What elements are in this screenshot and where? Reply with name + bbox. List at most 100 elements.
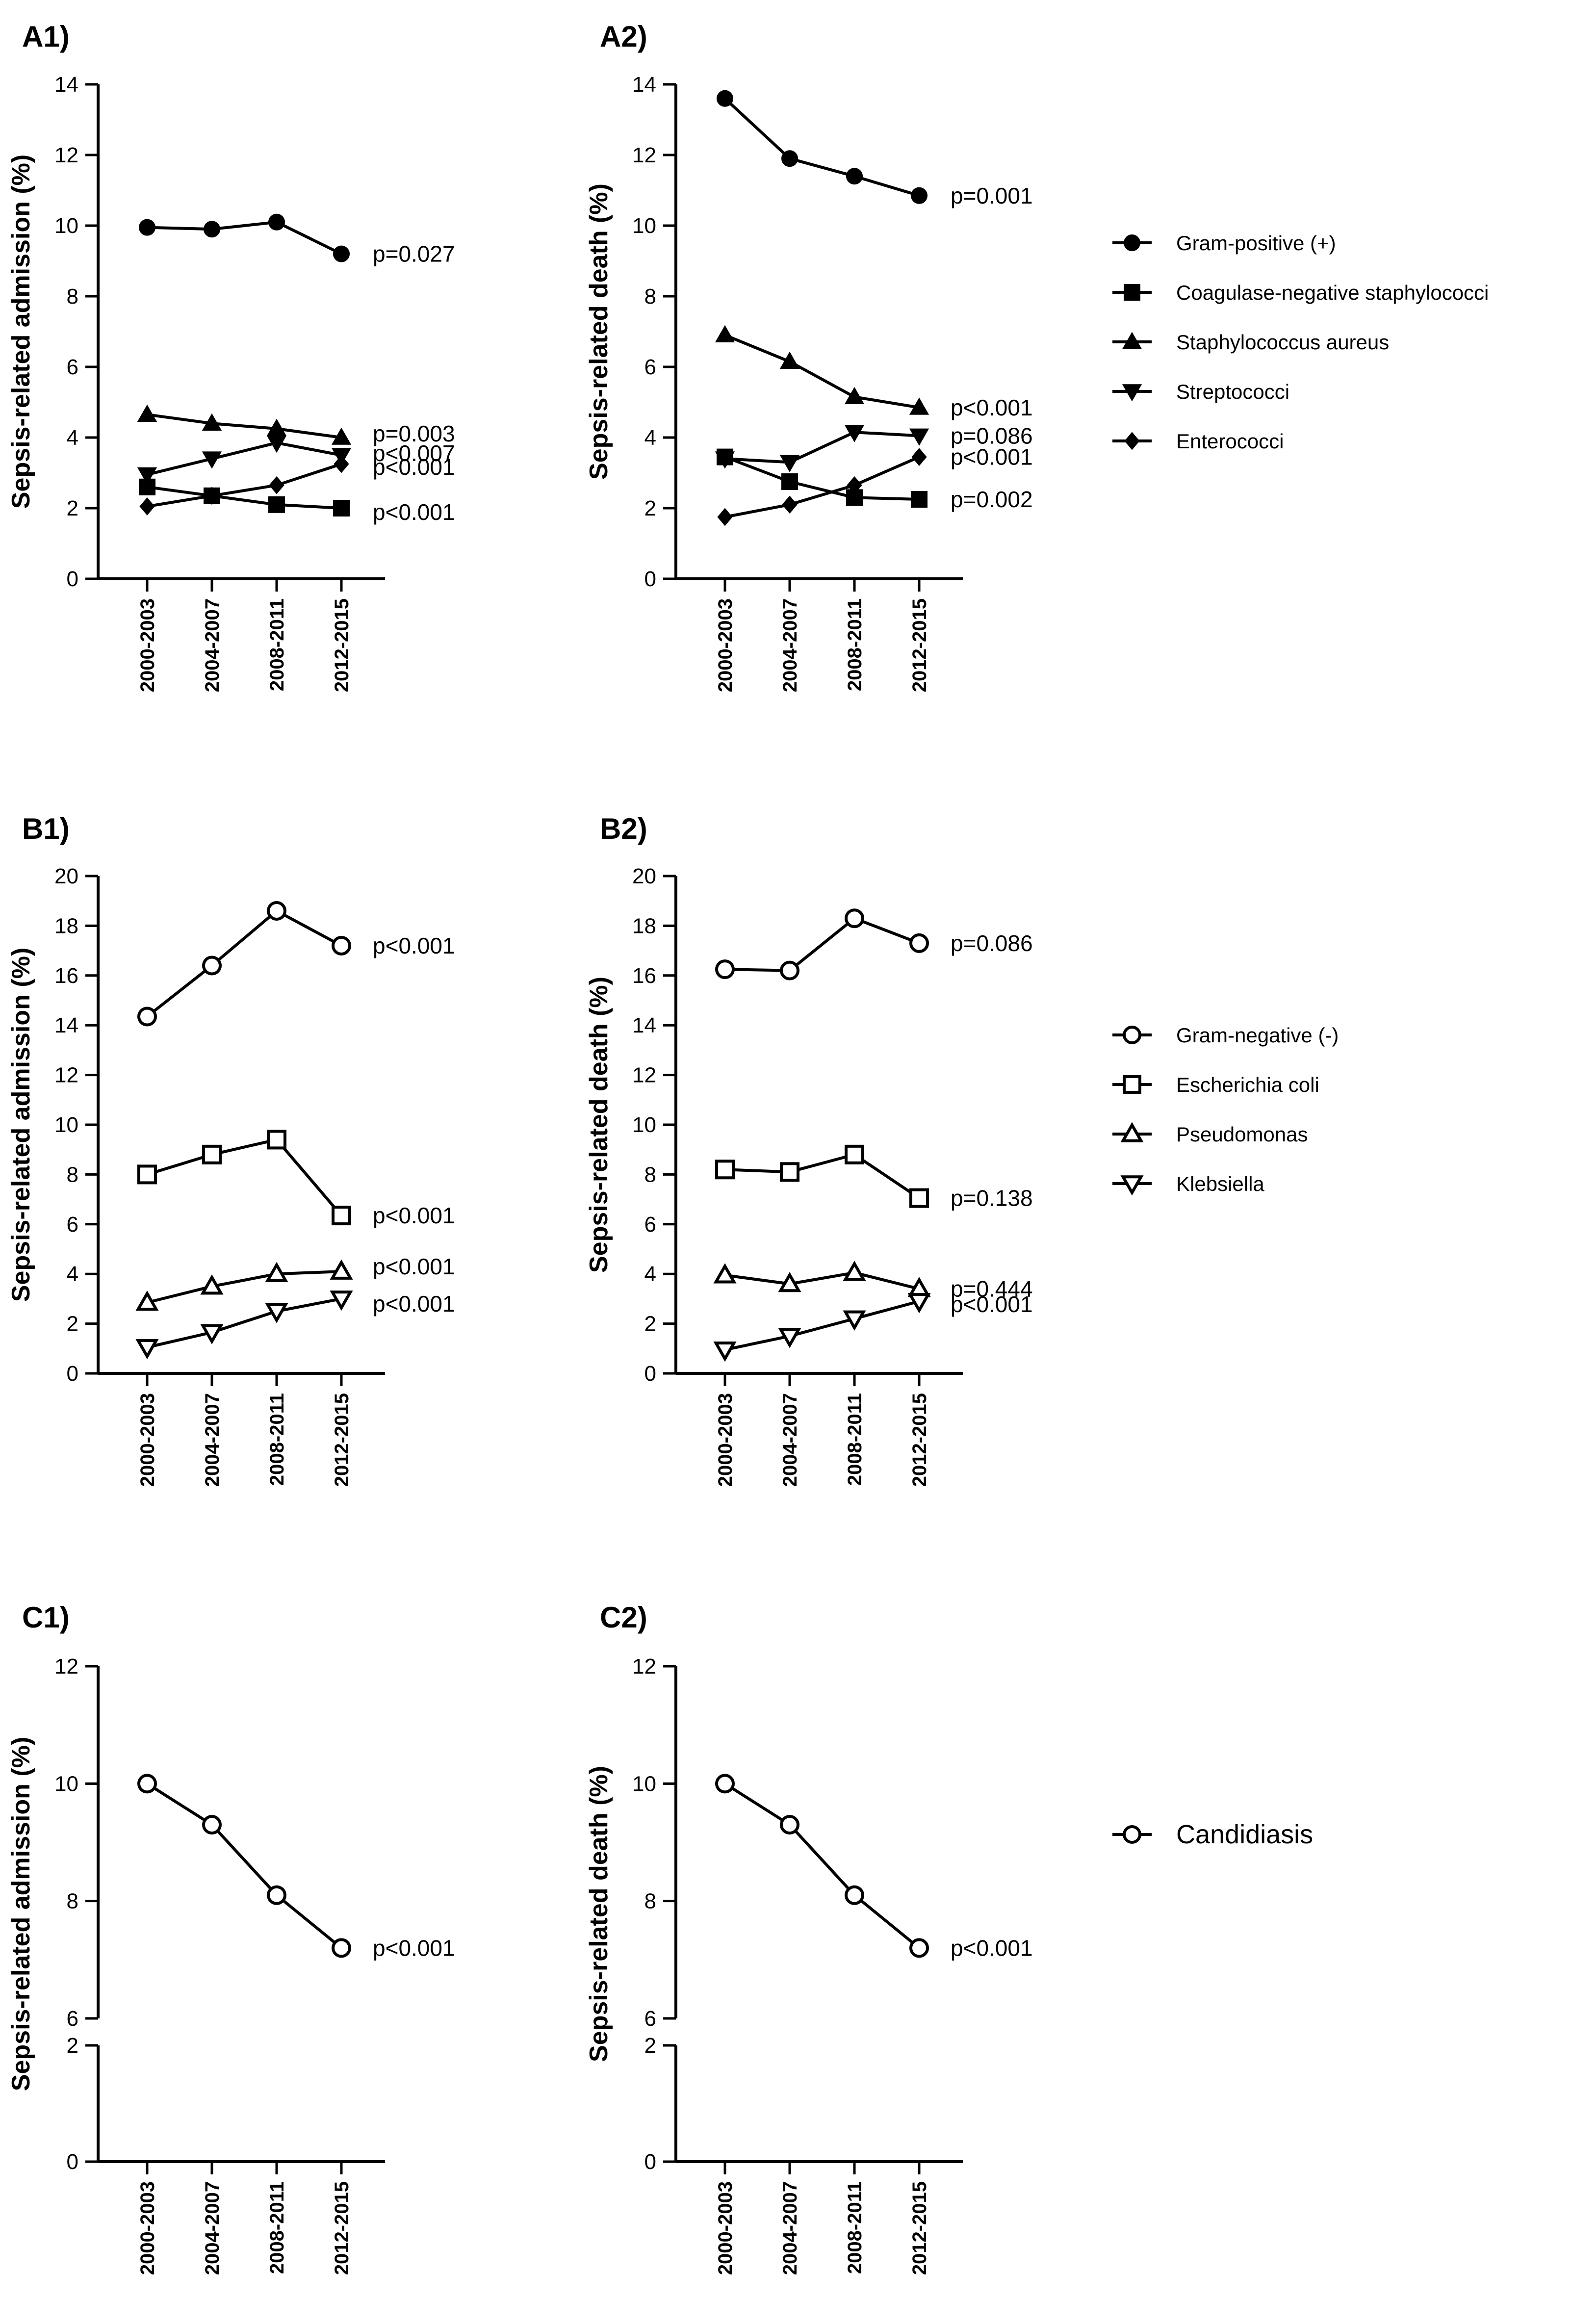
data-point [139,497,155,516]
x-tick-label: 2004-2007 [779,2181,801,2275]
y-tick-label: 6 [644,1213,656,1237]
data-point [135,1291,159,1311]
series-line [147,463,342,508]
legend-marker [1124,432,1140,450]
legend-label: Escherichia coli [1176,1073,1319,1096]
chart-panel-c2: C2) 6 8 10 12 0 2 Sepsis-related death (%) 2000-… [585,1601,1033,2275]
data-point [780,1815,799,1835]
series-streptococci: p<0.007 [137,436,455,485]
legend-marker [1123,1026,1141,1044]
x-tick-label: 2004-2007 [779,598,801,692]
y-tick-label: 4 [644,1262,656,1286]
p-value-label: p<0.001 [951,1935,1033,1961]
data-point [265,1303,288,1323]
y-tick-label: 4 [67,1262,78,1286]
series-line [147,441,342,476]
x-tick-label: 2000-2003 [715,2181,736,2275]
y-tick-label: 12 [54,1063,78,1087]
y-tick-label: 12 [54,143,78,167]
legend-entry: Streptococci [1112,380,1289,403]
series-staphylococcus-aureus: p=0.003 [137,404,455,446]
p-value-label: p<0.007 [373,440,455,466]
y-tick-label: 4 [644,426,656,450]
data-point [135,1339,159,1360]
series-line [724,1271,920,1291]
data-point [846,168,863,185]
series-enterococci: p<0.001 [139,454,455,516]
panel-label: C1) [22,1601,70,1634]
y-axis-label: Sepsis-related death (%) [585,977,613,1273]
y-tick-label: 10 [632,1772,656,1796]
series-coagulase-negative-staphylococci: p<0.001 [139,478,455,525]
legend-label: Gram-positive (+) [1176,232,1336,255]
data-point [334,455,349,473]
data-point [267,1885,286,1905]
y-axis-label: Sepsis-related death (%) [585,1766,613,2062]
data-point [713,1342,737,1362]
series-gram-positive: p=0.027 [139,213,455,267]
data-point [845,1885,864,1905]
y-tick-label: 6 [644,2007,656,2031]
y-tick-label: 8 [644,1889,656,1913]
data-point [202,1144,222,1164]
data-point [845,908,864,929]
series-line [724,431,920,464]
data-point [779,455,800,472]
series-enterococci: p<0.001 [717,444,1033,526]
legend-label: Staphylococcus aureus [1176,331,1389,354]
series-line [723,97,920,197]
data-point [137,1007,157,1027]
data-point [137,404,157,422]
legend-entry: Candidiasis [1112,1820,1313,1849]
series-line [724,455,920,501]
data-point [139,219,155,236]
series-candidiasis: p<0.001 [715,1774,1033,1961]
data-point [137,1774,157,1794]
p-value-label: p<0.001 [373,1254,455,1279]
legend-label: Enterococci [1176,430,1284,453]
series-escherichia-coli: p<0.001 [137,1130,455,1228]
y-tick-label: 6 [67,1213,78,1237]
series-candidiasis: p<0.001 [137,1774,455,1961]
y-axis-label: Sepsis-related death (%) [585,183,613,480]
data-point [715,959,735,980]
legend-label: Gram-negative (-) [1176,1024,1339,1047]
x-tick-label: 2004-2007 [202,598,223,692]
x-tick-label: 2008-2011 [844,598,866,691]
data-point [332,935,351,955]
series-gram-negative: p<0.001 [137,901,455,1027]
y-tick-label: 8 [67,1889,78,1913]
y-tick-label: 10 [632,214,656,238]
p-value-label: p=0.003 [373,421,455,446]
series-line [724,334,920,409]
series-pseudomonas: p=0.444 [713,1261,1033,1302]
legend-entry: Coagulase-negative staphylococci [1112,281,1489,304]
p-value-label: p<0.001 [373,499,455,525]
data-point [909,397,929,415]
y-tick-label: 6 [67,355,78,379]
data-point [782,495,798,514]
panel-label: B1) [22,812,70,845]
p-value-label: p<0.001 [373,1203,455,1228]
data-point [332,1206,351,1226]
data-point [780,1162,799,1182]
y-tick-label: 8 [644,1162,656,1187]
data-point [330,1259,353,1280]
p-value-label: p<0.001 [373,1291,455,1317]
p-value-label: p<0.001 [951,444,1033,470]
y-tick-label: 12 [54,1654,78,1678]
chart-panel-b2: B2) 0 2 4 6 8 10 12 14 16 18 20 Sepsis-related death… [585,812,1033,1487]
y-tick-label: 14 [54,73,78,97]
x-tick-label: 2004-2007 [779,1393,801,1487]
data-point [200,1274,224,1295]
x-tick-label: 2012-2015 [909,1393,930,1487]
panel-label: A1) [22,20,70,53]
y-tick-label: 8 [67,1162,78,1187]
series-line [724,917,920,972]
data-point [846,489,863,506]
y-axis-label: Sepsis-related admission (%) [7,1737,35,2091]
series-gram-negative: p=0.086 [715,908,1033,981]
x-tick-label: 2000-2003 [715,598,736,692]
series-line [724,1782,920,1949]
p-value-label: p<0.001 [951,1291,1033,1317]
